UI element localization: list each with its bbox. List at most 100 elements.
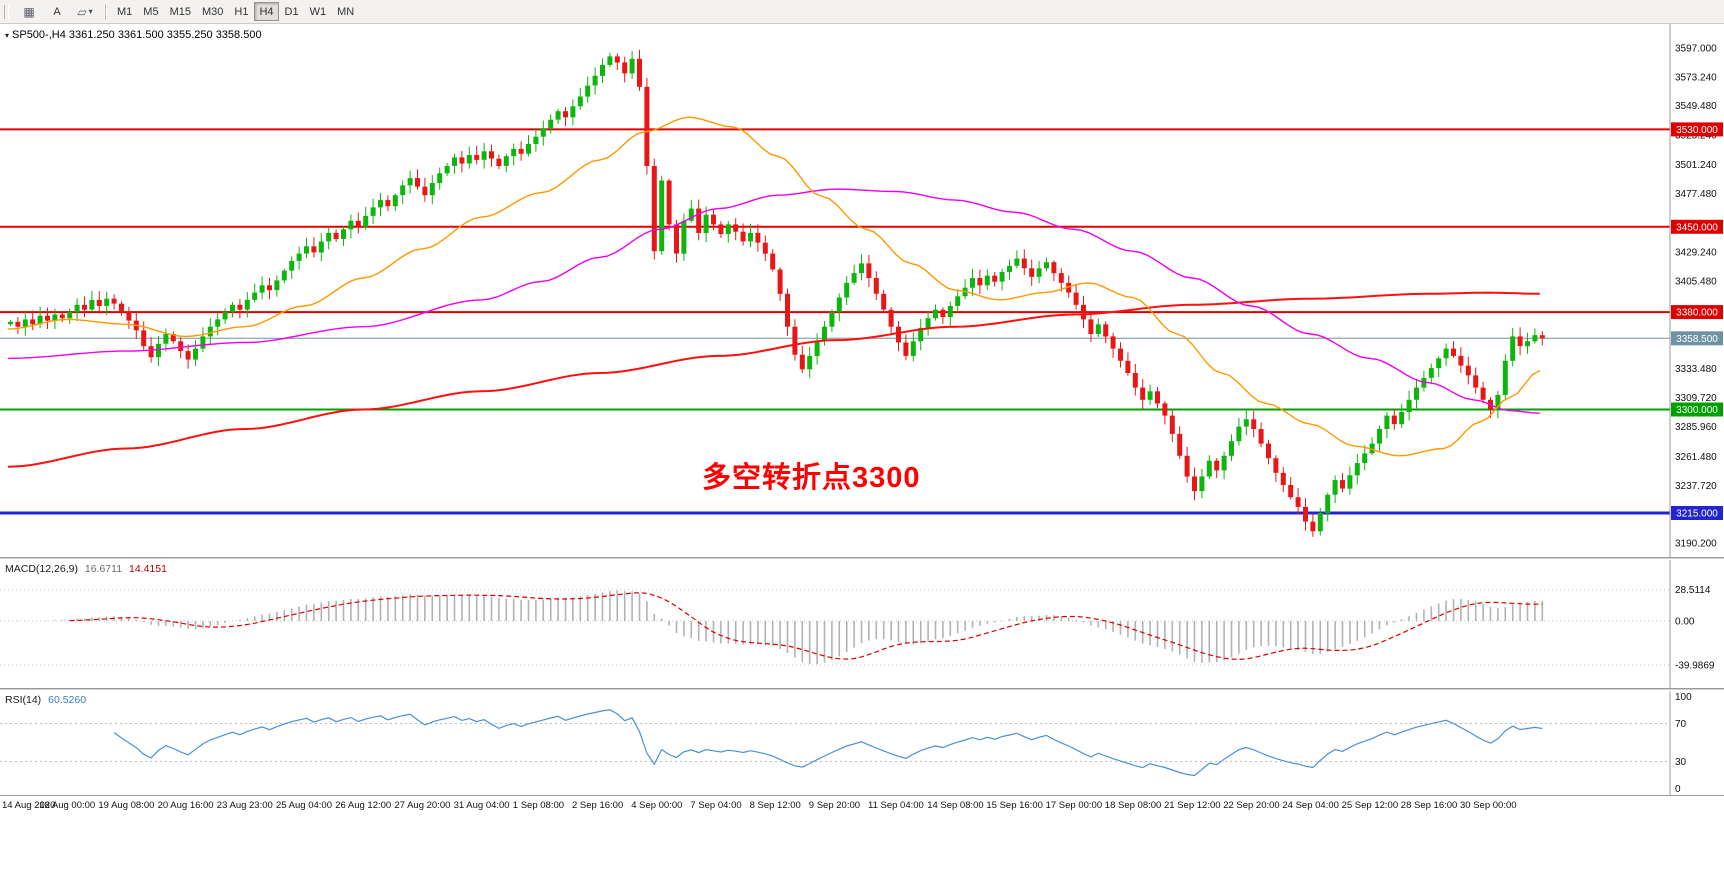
shapes-icon: ▱ — [77, 4, 87, 19]
macd-histogram — [17, 590, 1544, 665]
price-axis-label: 3477.480 — [1675, 189, 1717, 200]
chevron-down-icon: ▾ — [88, 7, 93, 16]
rsi-label: RSI(14) — [5, 694, 42, 706]
ma-magenta-line — [7, 188, 1540, 414]
svg-text:3450.000: 3450.000 — [1676, 222, 1718, 233]
toolbar-grip-icon[interactable] — [4, 4, 9, 19]
price-badge — [1671, 219, 1723, 234]
rsi-line — [113, 709, 1543, 777]
timeframe-m15-button[interactable]: M15 — [165, 2, 196, 21]
price-axis-label: 3309.720 — [1675, 393, 1717, 404]
time-label: 17 Sep 00:00 — [1045, 800, 1103, 811]
svg-text:3215.000: 3215.000 — [1676, 509, 1718, 520]
time-label: 30 Sep 00:00 — [1460, 800, 1517, 811]
time-label: 22 Sep 20:00 — [1223, 800, 1280, 811]
time-label: 28 Sep 16:00 — [1400, 800, 1458, 811]
rsi-axis-label: 100 — [1675, 692, 1692, 703]
time-label: 14 Aug 2020 — [2, 800, 56, 811]
timeframe-m30-button[interactable]: M30 — [197, 2, 228, 21]
timeframe-w1-button[interactable]: W1 — [305, 2, 332, 21]
time-label: 1 Sep 08:00 — [512, 800, 565, 811]
price-axis-label: 3429.240 — [1675, 248, 1717, 259]
price-axis-label: 3549.480 — [1675, 101, 1717, 112]
chart-ohlc-header: ▾ SP500-,H4 3361.250 3361.500 3355.250 3… — [5, 29, 262, 41]
macd-axis-label: -39.9869 — [1675, 661, 1715, 672]
time-label: 8 Sep 12:00 — [749, 800, 801, 811]
panel-splitter[interactable] — [0, 557, 1724, 560]
ma-red-line — [7, 291, 1540, 468]
time-label: 18 Aug 00:00 — [39, 800, 96, 811]
timeframe-m1-button[interactable]: M1 — [112, 2, 137, 21]
price-badge — [1671, 506, 1723, 520]
timeframe-mn-button[interactable]: MN — [332, 2, 359, 21]
time-label: 20 Aug 16:00 — [157, 800, 214, 811]
time-label: 14 Sep 08:00 — [927, 800, 984, 811]
toolbar-separator — [105, 3, 107, 20]
shapes-dropdown-button[interactable]: ▱ ▾ — [70, 1, 100, 22]
window-footer — [0, 818, 1724, 896]
macd-canvas[interactable]: 28.5114 0.00 -39.9869 — [0, 560, 1724, 688]
svg-text:3300.000: 3300.000 — [1676, 405, 1718, 416]
macd-main-value: 16.6711 — [84, 563, 123, 575]
time-label: 15 Sep 16:00 — [986, 800, 1043, 811]
price-badge — [1671, 305, 1723, 320]
macd-label: MACD(12,26,9) — [5, 563, 78, 575]
time-label: 9 Sep 20:00 — [808, 800, 861, 811]
time-label: 25 Aug 04:00 — [276, 800, 332, 811]
timeframe-m5-button[interactable]: M5 — [138, 2, 163, 21]
svg-text:3358.500: 3358.500 — [1676, 334, 1718, 345]
price-chart-canvas[interactable]: 3597.0003573.2403549.4803525.2403501.240… — [0, 24, 1724, 557]
timeframe-buttons: M1 M5 M15 M30 H1 H4 D1 W1 MN — [112, 2, 359, 21]
time-label: 27 Aug 20:00 — [394, 800, 451, 811]
macd-axis-label: 0.00 — [1675, 617, 1695, 628]
rsi-header: RSI(14) 60.5260 — [5, 694, 86, 706]
rsi-canvas[interactable]: 100 70 30 0 — [0, 691, 1724, 795]
macd-signal-value: 14.4151 — [128, 563, 167, 575]
time-label: 26 Aug 12:00 — [335, 800, 392, 811]
price-axis-label: 3405.480 — [1675, 277, 1717, 288]
time-label: 2 Sep 16:00 — [572, 800, 624, 811]
timeframe-h4-button[interactable]: H4 — [254, 2, 279, 21]
symbol-info-text: SP500-,H4 3361.250 3361.500 3355.250 335… — [12, 29, 262, 41]
svg-text:3530.000: 3530.000 — [1676, 125, 1718, 136]
price-badge — [1671, 122, 1723, 137]
macd-header: MACD(12,26,9) 16.6711 14.4151 — [5, 563, 167, 575]
time-label: 4 Sep 00:00 — [631, 800, 683, 811]
macd-panel[interactable]: 28.5114 0.00 -39.9869 MACD(12,26,9) 16.671… — [0, 560, 1724, 688]
price-axis-label: 3573.240 — [1675, 72, 1717, 83]
timeframe-h1-button[interactable]: H1 — [229, 2, 253, 21]
toolbar: ▦ A ▱ ▾ M1 M5 M15 M30 H1 H4 D1 W1 MN — [0, 0, 1724, 24]
time-label: 7 Sep 04:00 — [690, 800, 742, 811]
main-chart-panel[interactable]: 3597.0003573.2403549.4803525.2403501.240… — [0, 24, 1724, 557]
rsi-axis-label: 70 — [1675, 719, 1687, 730]
chart-annotation: 多空转折点3300 — [702, 462, 921, 494]
rsi-axis-label: 0 — [1675, 784, 1681, 795]
rsi-axis-label: 30 — [1675, 757, 1687, 768]
time-axis[interactable]: 14 Aug 2020 18 Aug 00:00 19 Aug 08:00 20 Au… — [0, 795, 1724, 818]
macd-signal-line — [69, 592, 1543, 661]
price-axis-label: 3285.960 — [1675, 422, 1717, 433]
price-badge — [1671, 402, 1723, 417]
rsi-value: 60.5260 — [48, 694, 87, 706]
time-label: 23 Aug 23:00 — [216, 800, 273, 811]
text-label-tool-button[interactable]: A — [45, 2, 69, 21]
price-axis-label: 3190.200 — [1675, 539, 1717, 550]
svg-text:3380.000: 3380.000 — [1676, 308, 1718, 319]
timeframe-d1-button[interactable]: D1 — [280, 2, 304, 21]
chart-window-icon[interactable]: ▦ — [23, 4, 35, 19]
macd-axis-label: 28.5114 — [1675, 585, 1711, 596]
price-axis-label: 3261.480 — [1675, 452, 1717, 463]
symbol-dropdown-icon[interactable]: ▾ — [5, 30, 10, 40]
rsi-panel[interactable]: 100 70 30 0 RSI(14) 60.5260 — [0, 691, 1724, 795]
time-label: 25 Sep 12:00 — [1341, 800, 1399, 811]
time-label: 31 Aug 04:00 — [453, 800, 510, 811]
time-label: 19 Aug 08:00 — [98, 800, 155, 811]
price-badge — [1671, 331, 1723, 346]
time-label: 24 Sep 04:00 — [1282, 800, 1339, 811]
price-axis-label: 3501.240 — [1675, 160, 1717, 171]
time-label: 11 Sep 04:00 — [868, 800, 924, 811]
ma-orange-line — [7, 116, 1541, 457]
candles — [8, 49, 1545, 537]
panel-splitter[interactable] — [0, 688, 1724, 691]
